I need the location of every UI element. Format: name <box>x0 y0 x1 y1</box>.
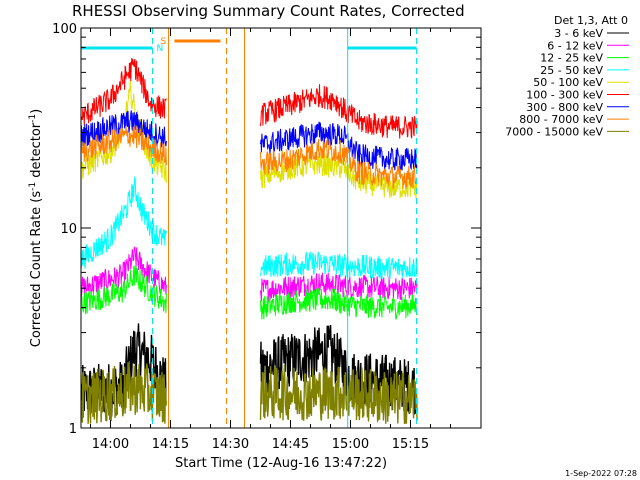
series-line-4-part-2 <box>260 251 418 281</box>
x-tick-label-1: 14:00 <box>92 437 129 452</box>
series-line-7-part-2 <box>260 121 418 171</box>
timestamp: 1-Sep-2022 07:28 <box>565 469 637 478</box>
y-tick-label-2: 10 <box>60 222 77 237</box>
y-axis-label-sup1: -1 <box>28 182 38 191</box>
flag-label-S: S <box>160 37 166 47</box>
legend-label-9: 7000 - 15000 keV <box>505 125 603 138</box>
y-tick-label-3: 100 <box>52 22 77 37</box>
series-line-8-part-2 <box>260 137 418 190</box>
legend-label-6: 100 - 300 keV <box>526 89 603 102</box>
series-line-7-part-1 <box>80 110 167 149</box>
y-tick-label-1: 1 <box>69 422 77 437</box>
series-line-3-part-2 <box>260 286 418 320</box>
y-axis-label-end: ) <box>29 109 44 114</box>
legend-label-4: 25 - 50 keV <box>540 64 603 77</box>
legend-label-2: 6 - 12 keV <box>547 39 603 52</box>
y-axis-label-sup2: -1 <box>28 114 38 123</box>
legend-label-5: 50 - 100 keV <box>533 76 603 89</box>
x-axis-label: Start Time (12-Aug-16 13:47:22) <box>175 456 387 471</box>
plot-frame <box>80 27 482 429</box>
series-line-2-part-2 <box>260 272 418 302</box>
x-tick-label-5: 15:00 <box>332 437 369 452</box>
series-line-3-part-1 <box>80 265 167 315</box>
y-axis-label-mid: detector <box>29 122 44 182</box>
y-axis-label: Corrected Count Rate (s-1 detector-1) <box>28 109 44 347</box>
legend-label-3: 12 - 25 keV <box>540 52 603 65</box>
x-tick-label-3: 14:30 <box>212 437 249 452</box>
legend-label-8: 800 - 7000 keV <box>519 113 603 126</box>
x-tick-label-4: 14:45 <box>272 437 309 452</box>
axes: 14:00 14:15 14:30 14:45 15:00 15:15 1 10 100 <box>52 22 481 452</box>
series-line-9-part-2 <box>259 364 418 425</box>
legend-label-7: 300 - 800 keV <box>526 101 603 114</box>
legend-header: Det 1,3, Att 0 <box>554 14 628 27</box>
x-tick-label-2: 14:15 <box>152 437 189 452</box>
series-line-9-part-1 <box>80 362 168 424</box>
series-line-6-part-1 <box>80 57 167 126</box>
legend-label-1: 3 - 6 keV <box>554 27 603 40</box>
series-line-6-part-2 <box>260 84 418 139</box>
x-tick-label-6: 15:15 <box>392 437 429 452</box>
chart-title: RHESSI Observing Summary Count Rates, Co… <box>72 2 465 20</box>
y-axis-label-main: Corrected Count Rate (s <box>29 191 44 348</box>
flag-label-N: N <box>156 44 163 54</box>
series-marks <box>80 57 418 425</box>
